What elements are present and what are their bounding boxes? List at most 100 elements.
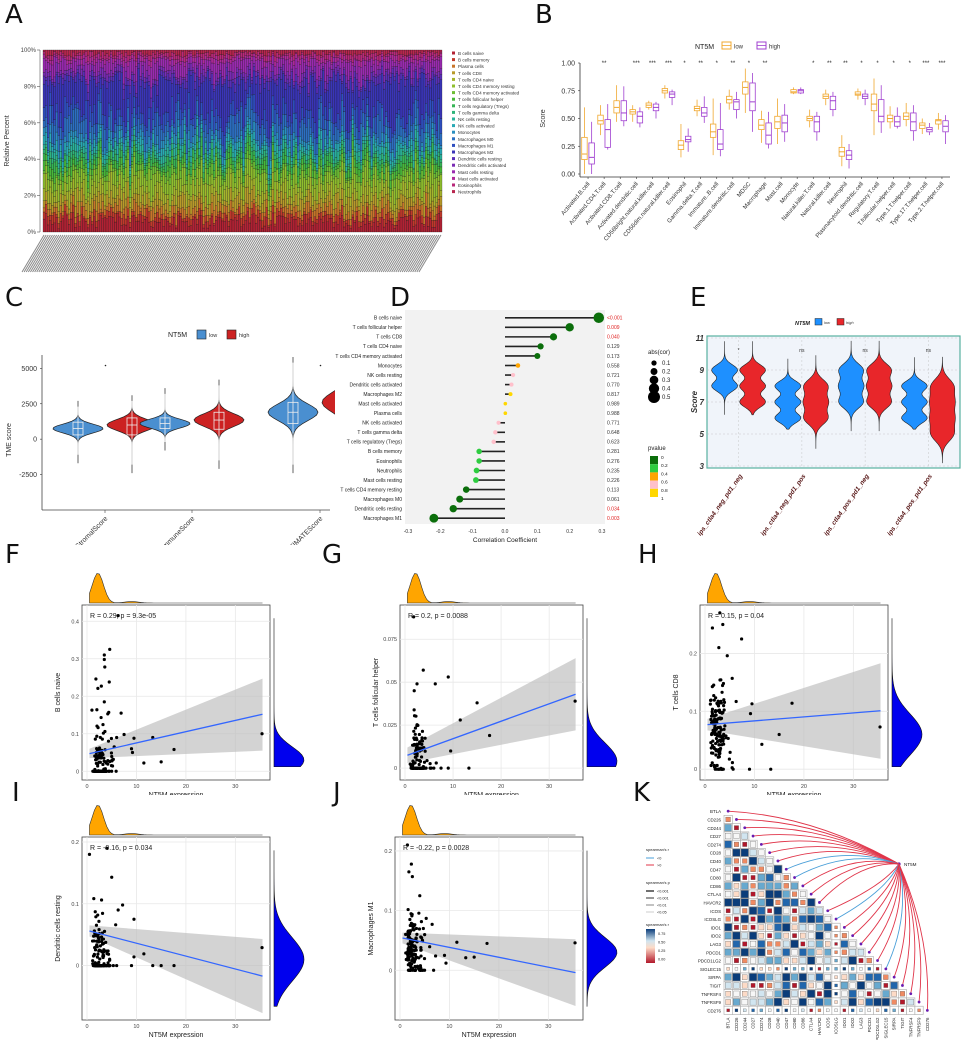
- bar-segment: [353, 57, 357, 61]
- x-tick-label: [303, 234, 326, 273]
- bar-segment: [191, 219, 195, 233]
- x-tick-label: ImmuneScore: [161, 515, 197, 545]
- bar-segment: [105, 53, 109, 59]
- bar-segment: [372, 53, 375, 61]
- bar-segment: [99, 153, 102, 160]
- bar-segment: [336, 49, 340, 56]
- bar-segment: [47, 209, 50, 217]
- bar-segment: [217, 201, 220, 213]
- bar-segment: [280, 56, 283, 59]
- bar-segment: [338, 67, 342, 76]
- bar-segment: [399, 60, 403, 68]
- bar-segment: [59, 151, 63, 159]
- bar-segment: [118, 143, 121, 150]
- bar-segment: [51, 64, 54, 80]
- bar-segment: [315, 55, 319, 60]
- bar-segment: [80, 116, 84, 122]
- bar-segment: [269, 160, 273, 169]
- bar-segment: [408, 209, 411, 216]
- bar-segment: [61, 181, 65, 191]
- bar-segment: [273, 151, 277, 156]
- bar-segment: [282, 139, 285, 150]
- bar-segment: [320, 62, 323, 70]
- bar-segment: [231, 100, 235, 116]
- bar-segment: [170, 216, 174, 225]
- bar-segment: [122, 214, 126, 225]
- bar-segment: [168, 70, 172, 79]
- bar-segment: [120, 116, 123, 126]
- bar-segment: [202, 181, 205, 185]
- bar-segment: [393, 159, 396, 164]
- bar-segment: [385, 214, 388, 224]
- bar-segment: [212, 139, 216, 149]
- bar-segment: [143, 55, 147, 59]
- bar-segment: [238, 53, 241, 59]
- bar-segment: [145, 193, 149, 205]
- bar-segment: [170, 194, 174, 201]
- bar-segment: [227, 220, 231, 227]
- bar-segment: [341, 125, 344, 132]
- bar-segment: [122, 152, 126, 156]
- bar-segment: [395, 225, 399, 233]
- bar-segment: [126, 107, 130, 122]
- bar-segment: [299, 162, 302, 169]
- bar-segment: [63, 74, 67, 81]
- bar-segment: [95, 83, 98, 88]
- bar-segment: [154, 162, 157, 167]
- lollipop-point: [593, 312, 605, 324]
- bar-segment: [431, 67, 434, 72]
- bar-segment: [120, 189, 123, 201]
- bar-segment: [259, 134, 262, 149]
- bar-segment: [257, 190, 260, 195]
- bar-segment: [374, 163, 378, 167]
- legend-swatch: [452, 117, 455, 121]
- bar-segment: [76, 216, 79, 233]
- bar-segment: [271, 64, 275, 72]
- bar-segment: [254, 112, 258, 123]
- bar-segment: [112, 131, 115, 139]
- bar-segment: [326, 120, 329, 136]
- bar-segment: [196, 196, 199, 212]
- bar-segment: [154, 213, 157, 218]
- bar-segment: [414, 125, 417, 130]
- bar-segment: [240, 60, 243, 70]
- bar-segment: [248, 134, 252, 137]
- bar-segment: [391, 73, 394, 134]
- bar-segment: [168, 176, 172, 185]
- bar-segment: [133, 73, 136, 83]
- bar-segment: [143, 167, 147, 170]
- bar-segment: [72, 77, 75, 80]
- bar-segment: [57, 83, 60, 128]
- significance-label: *: [876, 61, 879, 67]
- bar-segment: [408, 197, 411, 207]
- bar-segment: [404, 137, 407, 143]
- bar-segment: [198, 53, 201, 57]
- bar-segment: [63, 59, 67, 71]
- bar-segment: [225, 168, 228, 174]
- bar-segment: [194, 216, 197, 233]
- bar-segment: [72, 138, 75, 143]
- bar-segment: [133, 156, 136, 176]
- bar-segment: [282, 152, 285, 160]
- bar-segment: [425, 74, 428, 79]
- legend-swatch: [452, 176, 455, 180]
- bar-segment: [278, 162, 281, 169]
- bar-segment: [124, 70, 128, 78]
- bar-segment: [368, 49, 371, 55]
- bar-segment: [177, 81, 180, 85]
- x-tick-label: [38, 234, 62, 273]
- bar-segment: [124, 49, 128, 53]
- box: [597, 114, 604, 125]
- bar-segment: [112, 73, 115, 77]
- bar-segment: [248, 63, 252, 70]
- bar-segment: [49, 132, 52, 143]
- row-label: T cells CD4 memory activated: [335, 354, 402, 360]
- bar-segment: [372, 117, 375, 133]
- bar-segment: [221, 172, 224, 176]
- bar-segment: [296, 61, 300, 77]
- bar-segment: [238, 162, 241, 170]
- bar-segment: [166, 49, 170, 53]
- bar-segment: [315, 219, 319, 224]
- bar-segment: [387, 137, 390, 143]
- bar-segment: [420, 163, 424, 171]
